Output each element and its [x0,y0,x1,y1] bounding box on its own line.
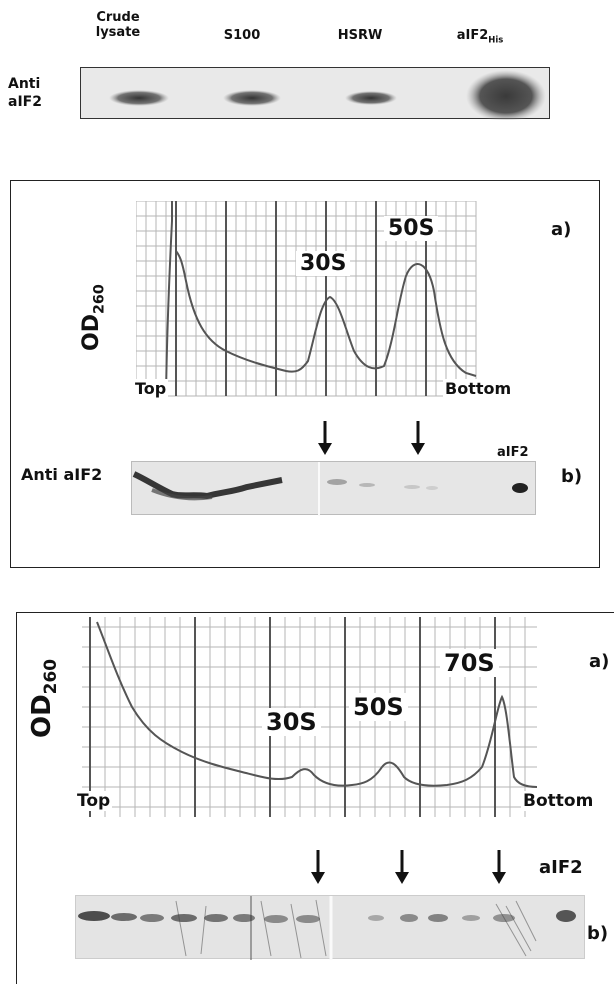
panel1-y-axis-label: OD260 [79,241,119,361]
panel1-arrow-30s [318,421,332,455]
panel1-blot-bands [132,462,528,516]
panel2-peak-70s: 70S [440,649,499,677]
panel1-arrow-50s [411,421,425,455]
lane-label-crude: Crude lysate [95,10,141,40]
sucrose-gradient-panel-2: OD260 [16,612,614,984]
panel1-tag-b: b) [561,466,583,487]
top-blot-image [80,67,550,122]
panel2-blot-bands [78,896,576,960]
panel2-fraction-blot [75,895,585,960]
panel2-x-label-bottom: Bottom [521,791,596,811]
panel1-od-curve [165,201,477,397]
panel2-peak-50s: 50S [349,693,408,721]
panel1-blot-marker-aif2: aIF2 [497,445,529,460]
panel1-x-label-bottom: Bottom [443,379,514,398]
panel1-x-label-top: Top [133,379,169,398]
lane-label-his-subscript: His [488,34,504,45]
top-blot-bands [109,70,546,122]
panel1-absorbance-trace [136,201,477,397]
panel1-peak-50s: 50S [384,216,439,241]
lane-label-hsrw: HSRW [337,28,383,43]
panel2-arrow-50s [395,850,409,884]
panel1-blot-label: Anti aIF2 [21,465,103,484]
lane-label-aif2-his: aIF2His [440,28,520,48]
panel2-od: OD [27,694,57,738]
lane-label-s100: S100 [223,28,261,43]
panel2-tag-b: b) [587,923,609,944]
band-hsrw [345,91,397,105]
lane-label-crude-lysate: Crude lysate [88,10,148,40]
panel1-od-sub: 260 [91,284,108,315]
panel2-od-curve [96,621,538,788]
panel2-blot-marker-aif2: aIF2 [539,857,583,878]
band-aif2-his [466,70,546,122]
panel2-y-axis-label: OD260 [27,633,67,753]
band-crude-lysate [109,90,169,106]
sucrose-gradient-panel-1: OD260 [10,180,600,568]
lane-label-aif2: aIF2 [456,28,489,43]
panel1-peak-30s: 30S [296,251,351,276]
panel1-od: OD [79,314,104,351]
panel2-x-label-top: Top [75,791,113,811]
band-s100 [223,90,281,106]
panel2-od-sub: 260 [40,659,61,695]
panel2-arrow-30s [311,850,325,884]
blot-row-label: Anti aIF2 [8,76,42,110]
panel1-fraction-blot [131,461,536,516]
panel2-arrow-70s [492,850,506,884]
panel2-tag-a: a) [589,651,610,672]
panel2-peak-30s: 30S [262,708,321,736]
panel1-tag-a: a) [551,219,572,240]
